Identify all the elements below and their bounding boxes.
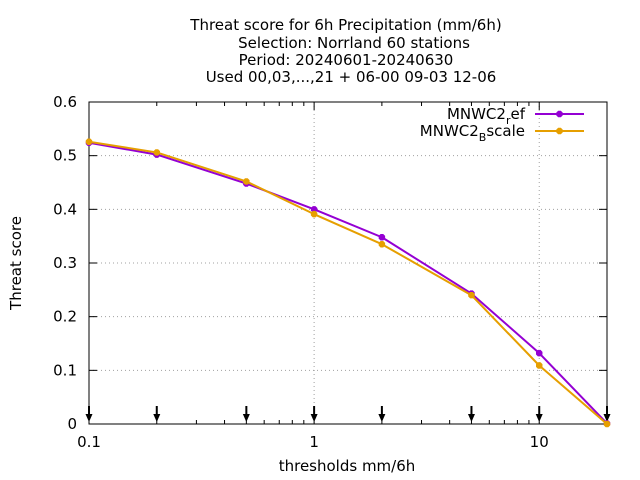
chart-title-line-4: Used 00,03,...,21 + 06-00 09-03 12-06 bbox=[206, 68, 497, 86]
legend-marker-2 bbox=[556, 127, 563, 135]
legend-marker-1 bbox=[556, 110, 563, 118]
legend-item-1: MNWC2ref bbox=[447, 105, 584, 127]
legend-item-2: MNWC2Bscale bbox=[420, 122, 584, 144]
legend-label-2-base: MNWC2 bbox=[420, 122, 479, 140]
y-tick-label: 0.3 bbox=[53, 254, 77, 272]
chart-title-line-1: Threat score for 6h Precipitation (mm/6h… bbox=[189, 16, 501, 34]
x-tick-label: 0.1 bbox=[77, 433, 101, 451]
series-2-point bbox=[378, 240, 386, 248]
legend-label-2: MNWC2Bscale bbox=[420, 122, 525, 144]
series-2-point bbox=[243, 178, 250, 185]
series-2-point bbox=[468, 291, 475, 299]
series-1-point bbox=[536, 349, 543, 357]
series-1-point bbox=[310, 206, 318, 213]
series-line-1 bbox=[88, 141, 608, 425]
threshold-arrow-head bbox=[310, 414, 318, 422]
y-tick-label: 0.4 bbox=[53, 200, 77, 218]
threshold-arrow-head bbox=[153, 414, 161, 422]
chart-title-line-2: Selection: Norrland 60 stations bbox=[238, 34, 470, 52]
threshold-arrow-head bbox=[242, 414, 250, 422]
threshold-arrow-head bbox=[603, 414, 611, 422]
legend-label-1: MNWC2ref bbox=[447, 105, 526, 127]
threshold-arrow-head bbox=[378, 414, 386, 422]
y-tick-label: 0.2 bbox=[53, 308, 77, 326]
threshold-arrow-head bbox=[467, 414, 475, 422]
series-2-point bbox=[310, 210, 318, 218]
legend-label-1-rest: ef bbox=[510, 105, 525, 123]
legend: MNWC2ref MNWC2Bscale bbox=[420, 105, 584, 144]
plot-border bbox=[88, 101, 608, 425]
y-tick-label: 0.1 bbox=[53, 361, 77, 379]
grid bbox=[89, 102, 607, 424]
legend-label-1-sub: r bbox=[506, 114, 511, 127]
series-2-point bbox=[153, 149, 160, 156]
series-1-point bbox=[378, 234, 386, 241]
series-2-point bbox=[85, 138, 93, 145]
legend-label-1-base: MNWC2 bbox=[447, 105, 506, 123]
series-line-2 bbox=[88, 140, 608, 425]
tick-labels: 00.10.20.30.40.50.60.1 1 10 bbox=[53, 93, 549, 451]
series-2-point bbox=[603, 420, 611, 428]
x-axis-label: thresholds mm/6h bbox=[279, 457, 416, 475]
legend-label-2-rest: scale bbox=[486, 122, 525, 140]
series bbox=[85, 138, 611, 428]
x-tick-label: 1 bbox=[309, 433, 319, 451]
y-axis-label: Threat score bbox=[7, 216, 25, 311]
y-tick-label: 0 bbox=[67, 415, 77, 433]
y-tick-label: 0.6 bbox=[53, 93, 77, 111]
threshold-arrows bbox=[85, 406, 611, 422]
chart-title-line-3: Period: 20240601-20240630 bbox=[239, 51, 454, 69]
x-tick-label: 10 bbox=[530, 433, 549, 451]
y-tick-label: 0.5 bbox=[53, 147, 77, 165]
threshold-arrow-head bbox=[535, 414, 543, 422]
legend-label-2-sub: B bbox=[479, 131, 487, 144]
threshold-arrow-head bbox=[85, 414, 93, 422]
series-2-point bbox=[536, 362, 543, 369]
